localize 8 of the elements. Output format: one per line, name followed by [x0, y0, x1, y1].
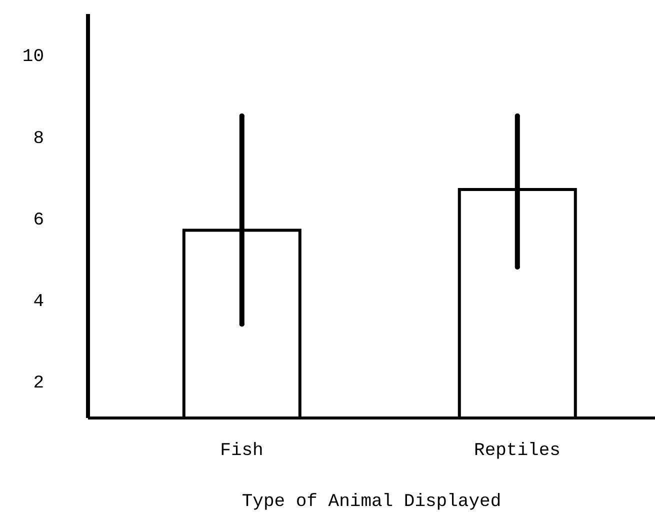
y-tick-label: 4	[33, 292, 44, 312]
y-tick-label: 10	[22, 47, 44, 68]
x-tick-label: Fish	[220, 440, 264, 461]
y-tick-label: 6	[33, 210, 44, 230]
y-tick-label: 2	[33, 374, 44, 394]
x-tick-label: Reptiles	[474, 440, 560, 461]
y-tick-label: 8	[33, 128, 44, 149]
x-axis-title: Type of Animal Displayed	[242, 492, 502, 512]
